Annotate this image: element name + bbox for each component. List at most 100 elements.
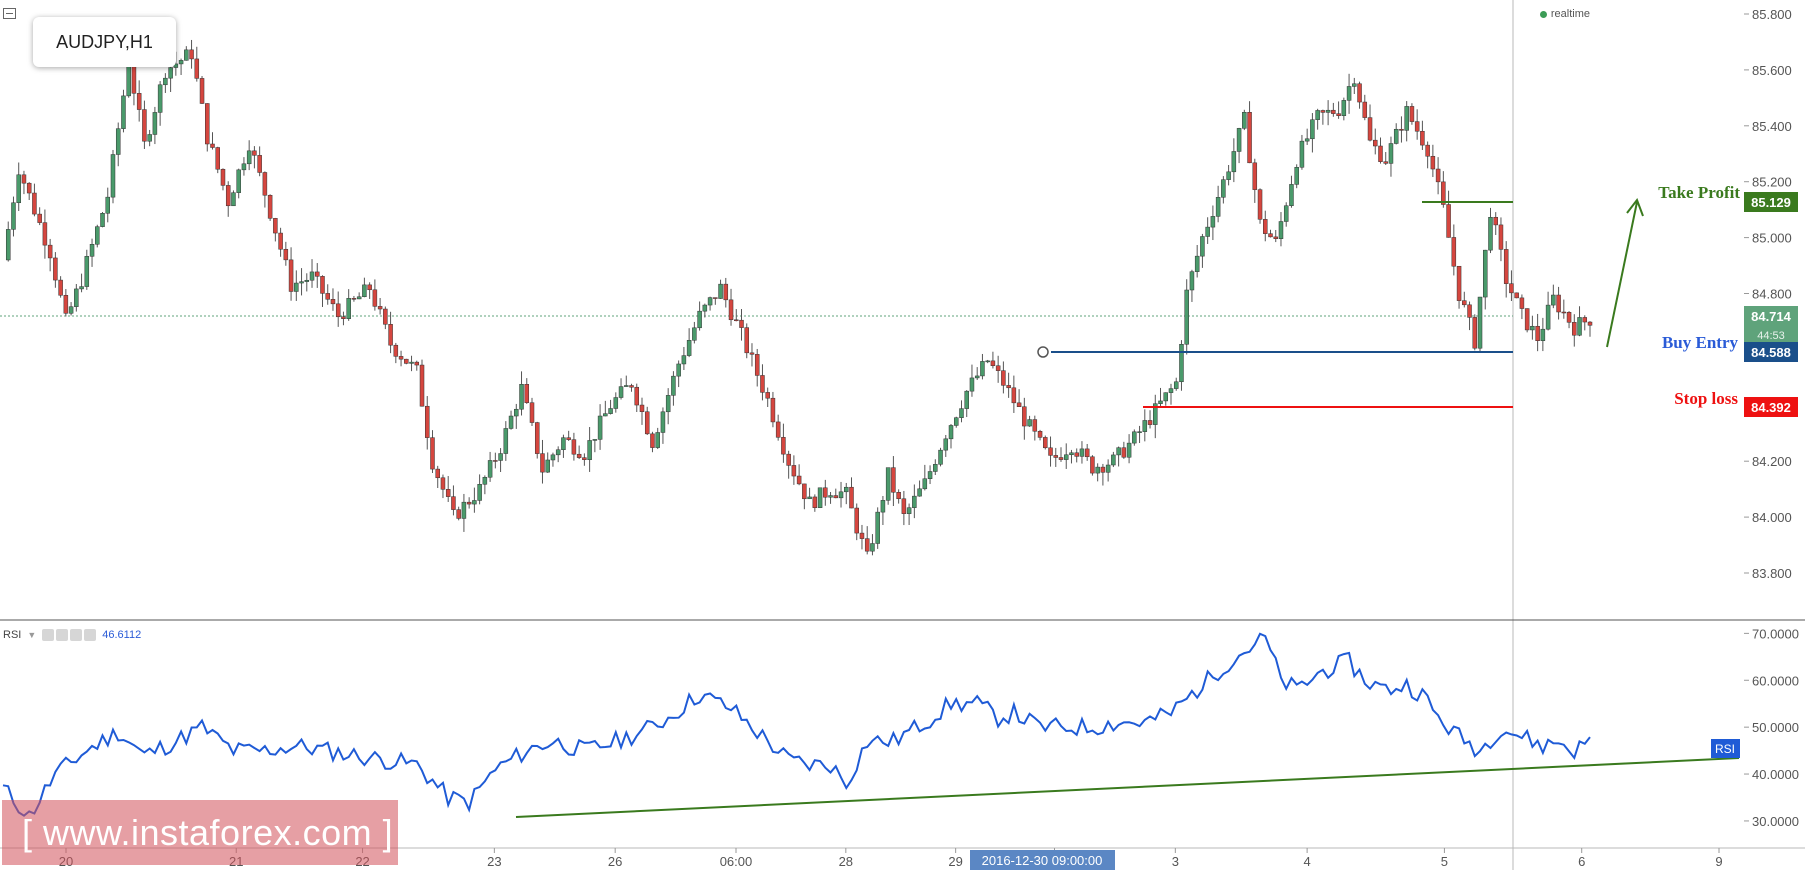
candle-up: [1236, 128, 1242, 152]
candle-down: [199, 78, 205, 104]
candle-down: [393, 344, 399, 357]
add-icon[interactable]: [70, 629, 83, 641]
menu-icon[interactable]: [3, 8, 16, 19]
rsi-header: RSI ▼ 46.6112: [3, 629, 141, 641]
time-tick-label: 9: [1715, 854, 1722, 869]
candle-up: [943, 438, 949, 451]
candle-down: [802, 483, 807, 500]
close-icon[interactable]: [84, 629, 97, 641]
candle-up: [1231, 151, 1237, 173]
rsi-line: [2, 632, 1591, 817]
candle-up: [236, 169, 241, 193]
candle-down: [796, 475, 802, 485]
candle-down: [383, 308, 388, 325]
rsi-tag-text: RSI: [1715, 742, 1735, 756]
candle-down: [53, 257, 58, 281]
candle-up: [844, 486, 849, 493]
rsi-title: RSI: [3, 629, 22, 641]
candle-down: [278, 232, 283, 250]
buy-entry-anchor[interactable]: [1037, 346, 1049, 358]
candle-down: [210, 143, 215, 148]
candle-up: [875, 511, 880, 544]
candle-up: [1116, 447, 1121, 456]
take-profit-price-badge: [1744, 192, 1798, 212]
candle-down: [283, 248, 289, 261]
candle-up: [681, 355, 687, 365]
candle-up: [1299, 140, 1305, 168]
candle-down: [650, 433, 655, 448]
candle-down: [781, 437, 786, 455]
candle-down: [1373, 139, 1378, 147]
crosshair-time-badge: [970, 850, 1115, 870]
candle-down: [63, 295, 69, 314]
candle-down: [335, 303, 341, 318]
candle-down: [451, 496, 456, 510]
candle-up: [686, 340, 692, 356]
candle-up: [1210, 216, 1216, 228]
candle-up: [587, 440, 592, 460]
candle-down: [775, 421, 781, 438]
rsi-support-trendline[interactable]: [515, 757, 1740, 818]
candle-down: [466, 501, 472, 505]
candle-down: [414, 361, 420, 366]
candle-up: [933, 464, 938, 472]
candle-down: [644, 411, 650, 435]
eye-icon[interactable]: [42, 629, 55, 641]
settings-icon[interactable]: [56, 629, 69, 641]
candle-up: [938, 449, 943, 465]
candle-down: [765, 392, 770, 399]
candle-down: [859, 532, 865, 539]
stop-loss-label: Stop loss: [1674, 389, 1738, 408]
take-profit-arrow[interactable]: [1606, 201, 1638, 348]
symbol-label[interactable]: AUDJPY,H1: [33, 17, 176, 67]
candle-up: [1079, 448, 1085, 457]
candle-up: [299, 281, 304, 284]
candle-down: [136, 93, 142, 110]
candle-up: [980, 361, 985, 377]
rsi-axis[interactable]: 70.0000 60.0000 50.0000 40.0000 30.0000: [1744, 626, 1799, 829]
chevron-down-icon[interactable]: ▼: [27, 630, 37, 640]
symbol-text: AUDJPY,H1: [56, 31, 153, 52]
candle-up: [173, 63, 179, 68]
candle-up: [1341, 100, 1347, 116]
rsi-tick-label: 40.0000: [1752, 767, 1799, 782]
candle-up: [1168, 388, 1174, 393]
candle-down: [639, 404, 645, 412]
price-tick-label: 85.600: [1752, 63, 1792, 78]
candle-up: [1105, 464, 1111, 473]
candle-up: [472, 500, 477, 505]
rsi-tick-label: 70.0000: [1752, 626, 1799, 641]
time-tick-label: 26: [608, 854, 622, 869]
candle-up: [95, 226, 100, 245]
candle-up: [309, 271, 315, 281]
candle-up: [11, 202, 16, 230]
candle-up: [110, 154, 116, 198]
candle-down: [1252, 162, 1258, 190]
candle-down: [1503, 249, 1509, 284]
candle-down: [629, 385, 634, 388]
candle-up: [969, 377, 975, 392]
candle-down: [225, 185, 231, 207]
candle-up: [880, 500, 886, 513]
candle-up: [959, 408, 964, 418]
realtime-status: realtime: [1539, 8, 1590, 20]
price-axis[interactable]: 85.800 85.600 85.400 85.200 85.000 84.800 84.2…: [1744, 7, 1792, 581]
candle-down: [493, 460, 498, 462]
candle-up: [828, 495, 833, 498]
candle-up: [702, 304, 708, 312]
candle-down: [194, 58, 200, 79]
candle-down: [32, 192, 37, 215]
candle-up: [1530, 325, 1535, 331]
candle-down: [351, 298, 357, 300]
candle-down: [315, 271, 320, 277]
candle-down: [372, 289, 378, 307]
candle-up: [718, 283, 723, 299]
candle-down: [566, 437, 571, 440]
candle-down: [1100, 466, 1106, 473]
realtime-dot-icon: [1539, 10, 1547, 18]
candle-down: [388, 324, 393, 346]
candle-up: [917, 488, 922, 497]
candle-down: [1378, 145, 1383, 162]
watermark-logo: [ www.instaforex.com ]: [2, 800, 398, 865]
